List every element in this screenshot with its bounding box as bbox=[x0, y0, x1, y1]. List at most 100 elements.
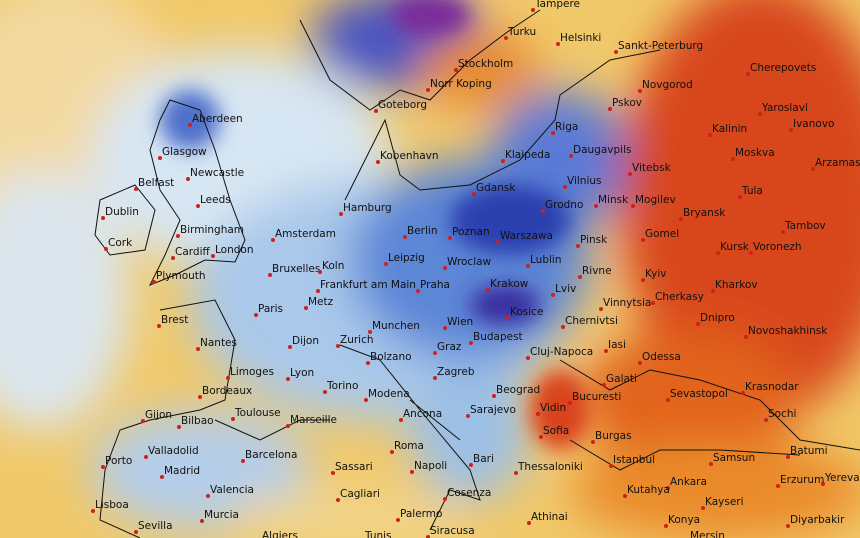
city-label: Murcia bbox=[204, 509, 239, 521]
city-dot bbox=[443, 497, 447, 501]
city-dot bbox=[731, 157, 735, 161]
city-dot bbox=[403, 235, 407, 239]
city-label: Lisboa bbox=[95, 499, 129, 511]
city-label: Novoshakhinsk bbox=[748, 325, 828, 337]
city-label: Tula bbox=[741, 185, 763, 197]
city-label: Zurich bbox=[340, 334, 374, 346]
city-dot bbox=[454, 68, 458, 72]
city-dot bbox=[318, 270, 322, 274]
city-dot bbox=[331, 471, 335, 475]
city-label: Ankara bbox=[670, 476, 707, 488]
city-dot bbox=[443, 326, 447, 330]
city-label: Leipzig bbox=[388, 252, 425, 264]
city-dot bbox=[410, 470, 414, 474]
city-dot bbox=[196, 347, 200, 351]
city-dot bbox=[104, 247, 108, 251]
city-label: Iasi bbox=[608, 339, 626, 351]
city-dot bbox=[541, 209, 545, 213]
city-dot bbox=[198, 395, 202, 399]
city-label: Mersin bbox=[690, 530, 725, 538]
city-dot bbox=[821, 482, 825, 486]
city-label: Ancona bbox=[403, 408, 442, 420]
city-dot bbox=[376, 160, 380, 164]
city-dot bbox=[614, 50, 618, 54]
city-dot bbox=[563, 185, 567, 189]
city-dot bbox=[602, 383, 606, 387]
city-dot bbox=[741, 391, 745, 395]
city-dot bbox=[466, 414, 470, 418]
city-label: Thessaloniki bbox=[517, 461, 583, 473]
city-label: Cherepovets bbox=[750, 62, 816, 74]
city-label: Siracusa bbox=[430, 525, 475, 537]
city-label: Stockholm bbox=[458, 58, 513, 70]
city-dot bbox=[496, 240, 500, 244]
city-label: Graz bbox=[437, 341, 462, 353]
city-label: Bari bbox=[473, 453, 494, 465]
city-dot bbox=[531, 8, 535, 12]
city-label: Yereva bbox=[824, 472, 860, 484]
city-dot bbox=[448, 236, 452, 240]
city-dot bbox=[623, 494, 627, 498]
city-label: Porto bbox=[105, 455, 132, 467]
city-label: Klaipeda bbox=[505, 149, 550, 161]
city-label: Sofia bbox=[543, 425, 569, 437]
city-dot bbox=[390, 450, 394, 454]
city-dot bbox=[758, 112, 762, 116]
city-label: Glasgow bbox=[162, 146, 207, 158]
city-dot bbox=[316, 289, 320, 293]
city-label: Kayseri bbox=[705, 496, 744, 508]
city-label: Cherkasy bbox=[655, 291, 704, 303]
city-label: Dnipro bbox=[700, 312, 735, 324]
city-label: Goteborg bbox=[378, 99, 427, 111]
city-label: Samsun bbox=[713, 452, 755, 464]
city-label: Warszawa bbox=[500, 230, 553, 242]
city-label: Lviv bbox=[555, 283, 576, 295]
city-label: Tunis bbox=[364, 530, 392, 538]
city-dot bbox=[568, 401, 572, 405]
city-dot bbox=[526, 264, 530, 268]
city-dot bbox=[492, 394, 496, 398]
city-label: Athinai bbox=[531, 511, 568, 523]
city-label: Turku bbox=[507, 26, 536, 38]
city-label: Arzamas bbox=[815, 157, 860, 169]
city-dot bbox=[631, 204, 635, 208]
city-label: Galati bbox=[606, 373, 637, 385]
city-dot bbox=[599, 307, 603, 311]
city-dot bbox=[709, 462, 713, 466]
city-label: Kalinin bbox=[712, 123, 747, 135]
city-label: Modena bbox=[368, 388, 410, 400]
city-dot bbox=[569, 154, 573, 158]
city-label: Praha bbox=[420, 279, 450, 291]
city-label: Wien bbox=[447, 316, 473, 328]
city-label: Budapest bbox=[473, 331, 523, 343]
city-dot bbox=[776, 484, 780, 488]
city-dot bbox=[781, 230, 785, 234]
city-label: Valladolid bbox=[148, 445, 199, 457]
city-label: Grodno bbox=[545, 199, 583, 211]
city-label: Paris bbox=[258, 303, 283, 315]
city-dot bbox=[206, 494, 210, 498]
city-label: Zagreb bbox=[437, 366, 475, 378]
city-label: Limoges bbox=[230, 366, 274, 378]
city-label: Minsk bbox=[598, 194, 629, 206]
city-dot bbox=[716, 251, 720, 255]
city-dot bbox=[323, 390, 327, 394]
city-dot bbox=[486, 288, 490, 292]
city-label: Lyon bbox=[290, 367, 314, 379]
city-dot bbox=[746, 72, 750, 76]
city-dot bbox=[744, 335, 748, 339]
city-dot bbox=[514, 471, 518, 475]
city-label: Aberdeen bbox=[192, 113, 243, 125]
city-dot bbox=[679, 217, 683, 221]
city-label: Tampere bbox=[534, 0, 580, 10]
city-label: Poznan bbox=[452, 226, 490, 238]
city-dot bbox=[134, 187, 138, 191]
city-label: Amsterdam bbox=[275, 228, 336, 240]
city-dot bbox=[651, 301, 655, 305]
city-label: Kursk bbox=[720, 241, 750, 253]
city-label: Batumi bbox=[790, 445, 828, 457]
city-label: Cluj-Napoca bbox=[530, 346, 593, 358]
city-dot bbox=[364, 398, 368, 402]
city-dot bbox=[384, 262, 388, 266]
city-dot bbox=[738, 195, 742, 199]
